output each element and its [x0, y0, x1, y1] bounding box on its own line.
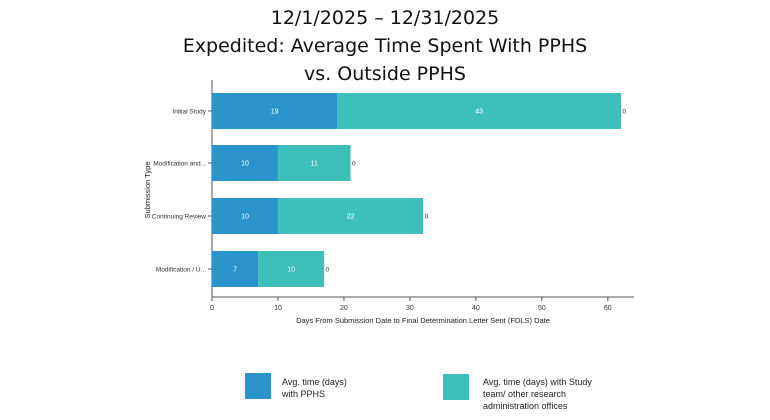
y-category-label: Modification / U... — [156, 267, 206, 274]
bar-total-label: 0 — [326, 267, 330, 274]
x-axis-title: Days From Submission Date to Final Deter… — [296, 316, 550, 325]
chart-title-line-1: 12/1/2025 – 12/31/2025 — [270, 7, 500, 29]
bar-data-label: 43 — [475, 109, 483, 116]
bar-total-label: 0 — [425, 214, 429, 221]
bar-segment-pphs — [212, 198, 278, 234]
bar-data-label: 10 — [241, 161, 249, 168]
stacked-bar-chart: 0 10 20 30 40 50 60 Initial Study 19 43 0 Modificat… — [143, 80, 634, 325]
y-category-label: Continuing Review — [152, 214, 207, 221]
chart-title-line-3: vs. Outside PPHS — [304, 63, 466, 85]
legend-swatch-study-team — [443, 374, 469, 400]
bar-segment-study-team — [277, 145, 351, 181]
bar-data-label: 10 — [241, 214, 249, 221]
bar-data-label: 19 — [271, 109, 279, 116]
bar-total-label: 0 — [623, 109, 627, 116]
bar-segment-pphs — [212, 251, 259, 287]
bar-total-label: 0 — [352, 161, 356, 168]
bar-data-label: 7 — [233, 267, 237, 274]
bar-segment-study-team — [277, 198, 424, 234]
x-tick-label: 50 — [538, 305, 546, 312]
y-category-label: Initial Study — [172, 109, 206, 116]
x-tick-label: 0 — [210, 305, 214, 312]
y-axis-title: Submission Type — [143, 162, 152, 219]
x-tick-label: 10 — [274, 305, 282, 312]
legend-label-pphs: Avg. time (days) with PPHS — [282, 377, 347, 399]
x-tick-label: 40 — [472, 305, 480, 312]
y-category-label: Modification and... — [153, 161, 206, 168]
bar-segment-study-team — [337, 93, 621, 129]
bar-data-label: 10 — [287, 267, 295, 274]
bar-segment-study-team — [258, 251, 325, 287]
legend-swatch-pphs — [245, 373, 271, 399]
x-tick-label: 30 — [406, 305, 414, 312]
bar-segment-pphs — [212, 145, 278, 181]
x-tick-label: 60 — [604, 305, 612, 312]
bar-segment-pphs — [212, 93, 338, 129]
x-tick-label: 20 — [340, 305, 348, 312]
bar-data-label: 11 — [311, 161, 318, 168]
bar-data-label: 22 — [347, 214, 355, 221]
chart-title-line-2: Expedited: Average Time Spent With PPHS — [182, 35, 588, 57]
legend-label-study-team: Avg. time (days) with Study team/ other … — [483, 377, 592, 411]
